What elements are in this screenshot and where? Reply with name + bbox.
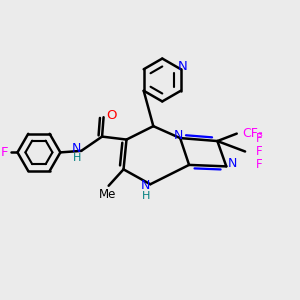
- Text: F: F: [256, 158, 262, 171]
- Text: N: N: [72, 142, 81, 155]
- Text: CF₃: CF₃: [243, 127, 264, 140]
- Text: F: F: [1, 146, 8, 159]
- Text: O: O: [107, 109, 117, 122]
- Text: F: F: [256, 132, 262, 145]
- Text: N: N: [228, 157, 238, 170]
- Text: H: H: [73, 153, 81, 163]
- Text: N: N: [174, 129, 183, 142]
- Text: N: N: [178, 60, 187, 74]
- Text: N: N: [141, 179, 151, 192]
- Text: F: F: [256, 145, 262, 158]
- Text: H: H: [142, 190, 150, 201]
- Text: Me: Me: [98, 188, 116, 201]
